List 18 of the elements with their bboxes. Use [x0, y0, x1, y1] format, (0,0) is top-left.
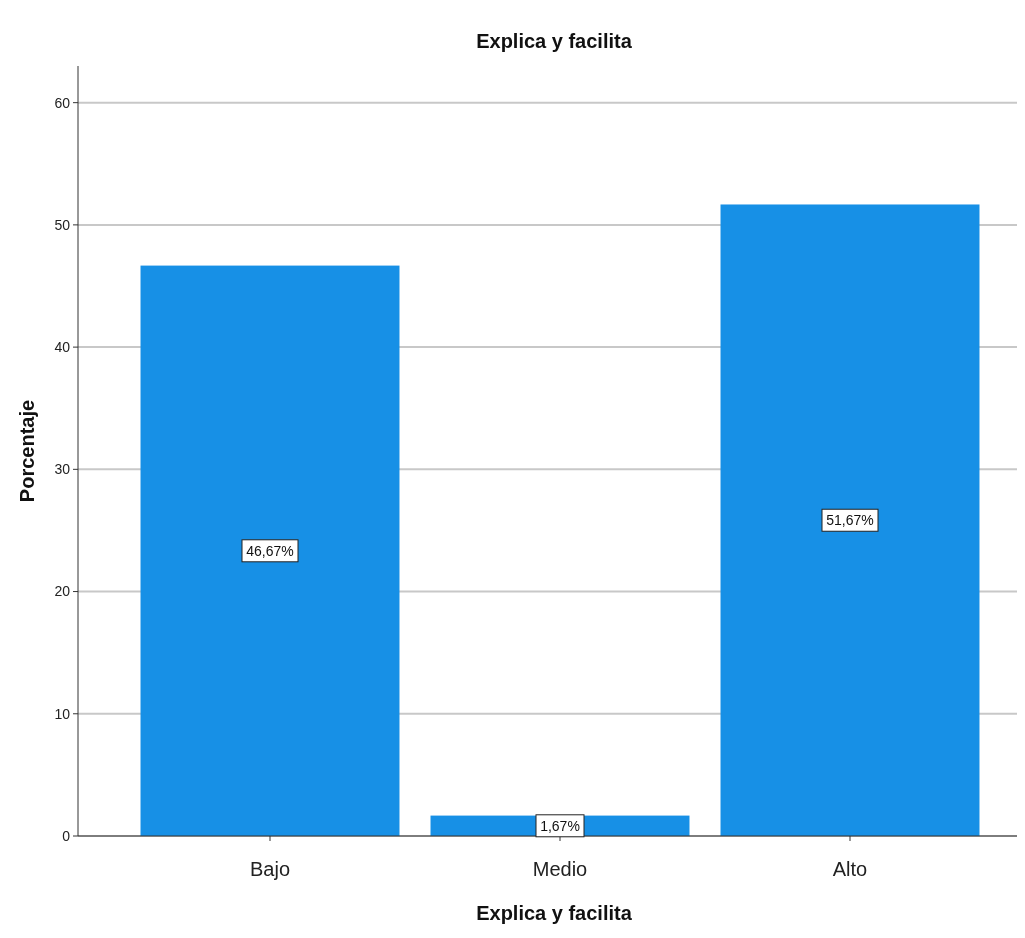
y-tick-label: 20	[54, 583, 71, 600]
y-tick-label: 60	[54, 94, 71, 111]
data-label: 51,67%	[826, 512, 874, 529]
data-label: 1,67%	[540, 817, 580, 834]
y-tick-label: 30	[54, 461, 71, 478]
y-tick-label: 0	[62, 827, 71, 844]
bar	[140, 265, 400, 836]
bar	[720, 204, 980, 836]
x-tick-label: Alto	[832, 858, 868, 880]
y-tick-label: 40	[54, 339, 71, 356]
x-axis-title: Explica y facilita	[476, 902, 633, 924]
chart-title: Explica y facilita	[476, 30, 633, 52]
y-tick-label: 10	[54, 705, 71, 722]
data-label: 46,67%	[246, 542, 294, 559]
x-tick-label: Bajo	[249, 858, 291, 880]
y-axis-title: Porcentaje	[16, 399, 38, 503]
y-tick-label: 50	[54, 216, 71, 233]
x-tick-label: Medio	[532, 858, 588, 880]
